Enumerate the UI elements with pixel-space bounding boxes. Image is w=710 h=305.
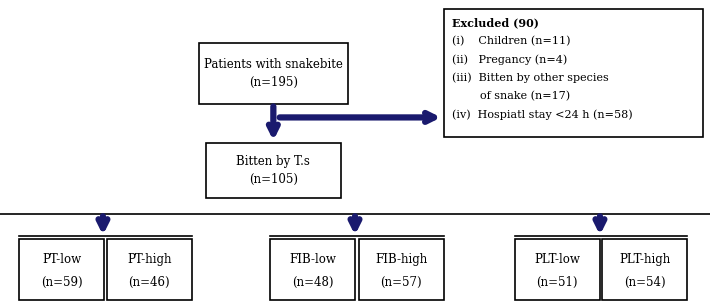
Text: (n=48): (n=48) [292, 276, 333, 289]
FancyBboxPatch shape [359, 239, 444, 300]
Text: PT-high: PT-high [127, 253, 171, 266]
Text: FIB-high: FIB-high [375, 253, 427, 266]
Text: of snake (n=17): of snake (n=17) [452, 91, 570, 102]
Text: PLT-high: PLT-high [619, 253, 670, 266]
Text: (n=105): (n=105) [248, 174, 298, 186]
FancyBboxPatch shape [199, 43, 348, 104]
Text: (iii)  Bitten by other species: (iii) Bitten by other species [452, 73, 609, 83]
Text: Bitten by T.s: Bitten by T.s [236, 155, 310, 168]
Text: (i)    Children (n=11): (i) Children (n=11) [452, 36, 571, 47]
Text: PLT-low: PLT-low [535, 253, 580, 266]
Text: (n=59): (n=59) [41, 276, 82, 289]
FancyBboxPatch shape [19, 239, 104, 300]
FancyBboxPatch shape [602, 239, 687, 300]
FancyBboxPatch shape [515, 239, 600, 300]
Text: (n=54): (n=54) [624, 276, 665, 289]
FancyBboxPatch shape [106, 239, 192, 300]
Text: Excluded (90): Excluded (90) [452, 18, 539, 29]
FancyBboxPatch shape [270, 239, 355, 300]
FancyBboxPatch shape [444, 9, 703, 137]
Text: FIB-low: FIB-low [289, 253, 336, 266]
Text: (n=51): (n=51) [537, 276, 578, 289]
Text: (n=46): (n=46) [129, 276, 170, 289]
Text: Patients with snakebite: Patients with snakebite [204, 58, 343, 70]
Text: (iv)  Hospiatl stay <24 h (n=58): (iv) Hospiatl stay <24 h (n=58) [452, 109, 633, 120]
Text: (ii)   Pregancy (n=4): (ii) Pregancy (n=4) [452, 55, 567, 65]
Text: (n=57): (n=57) [381, 276, 422, 289]
FancyBboxPatch shape [206, 143, 341, 198]
Text: (n=195): (n=195) [248, 76, 298, 89]
Text: PT-low: PT-low [42, 253, 82, 266]
